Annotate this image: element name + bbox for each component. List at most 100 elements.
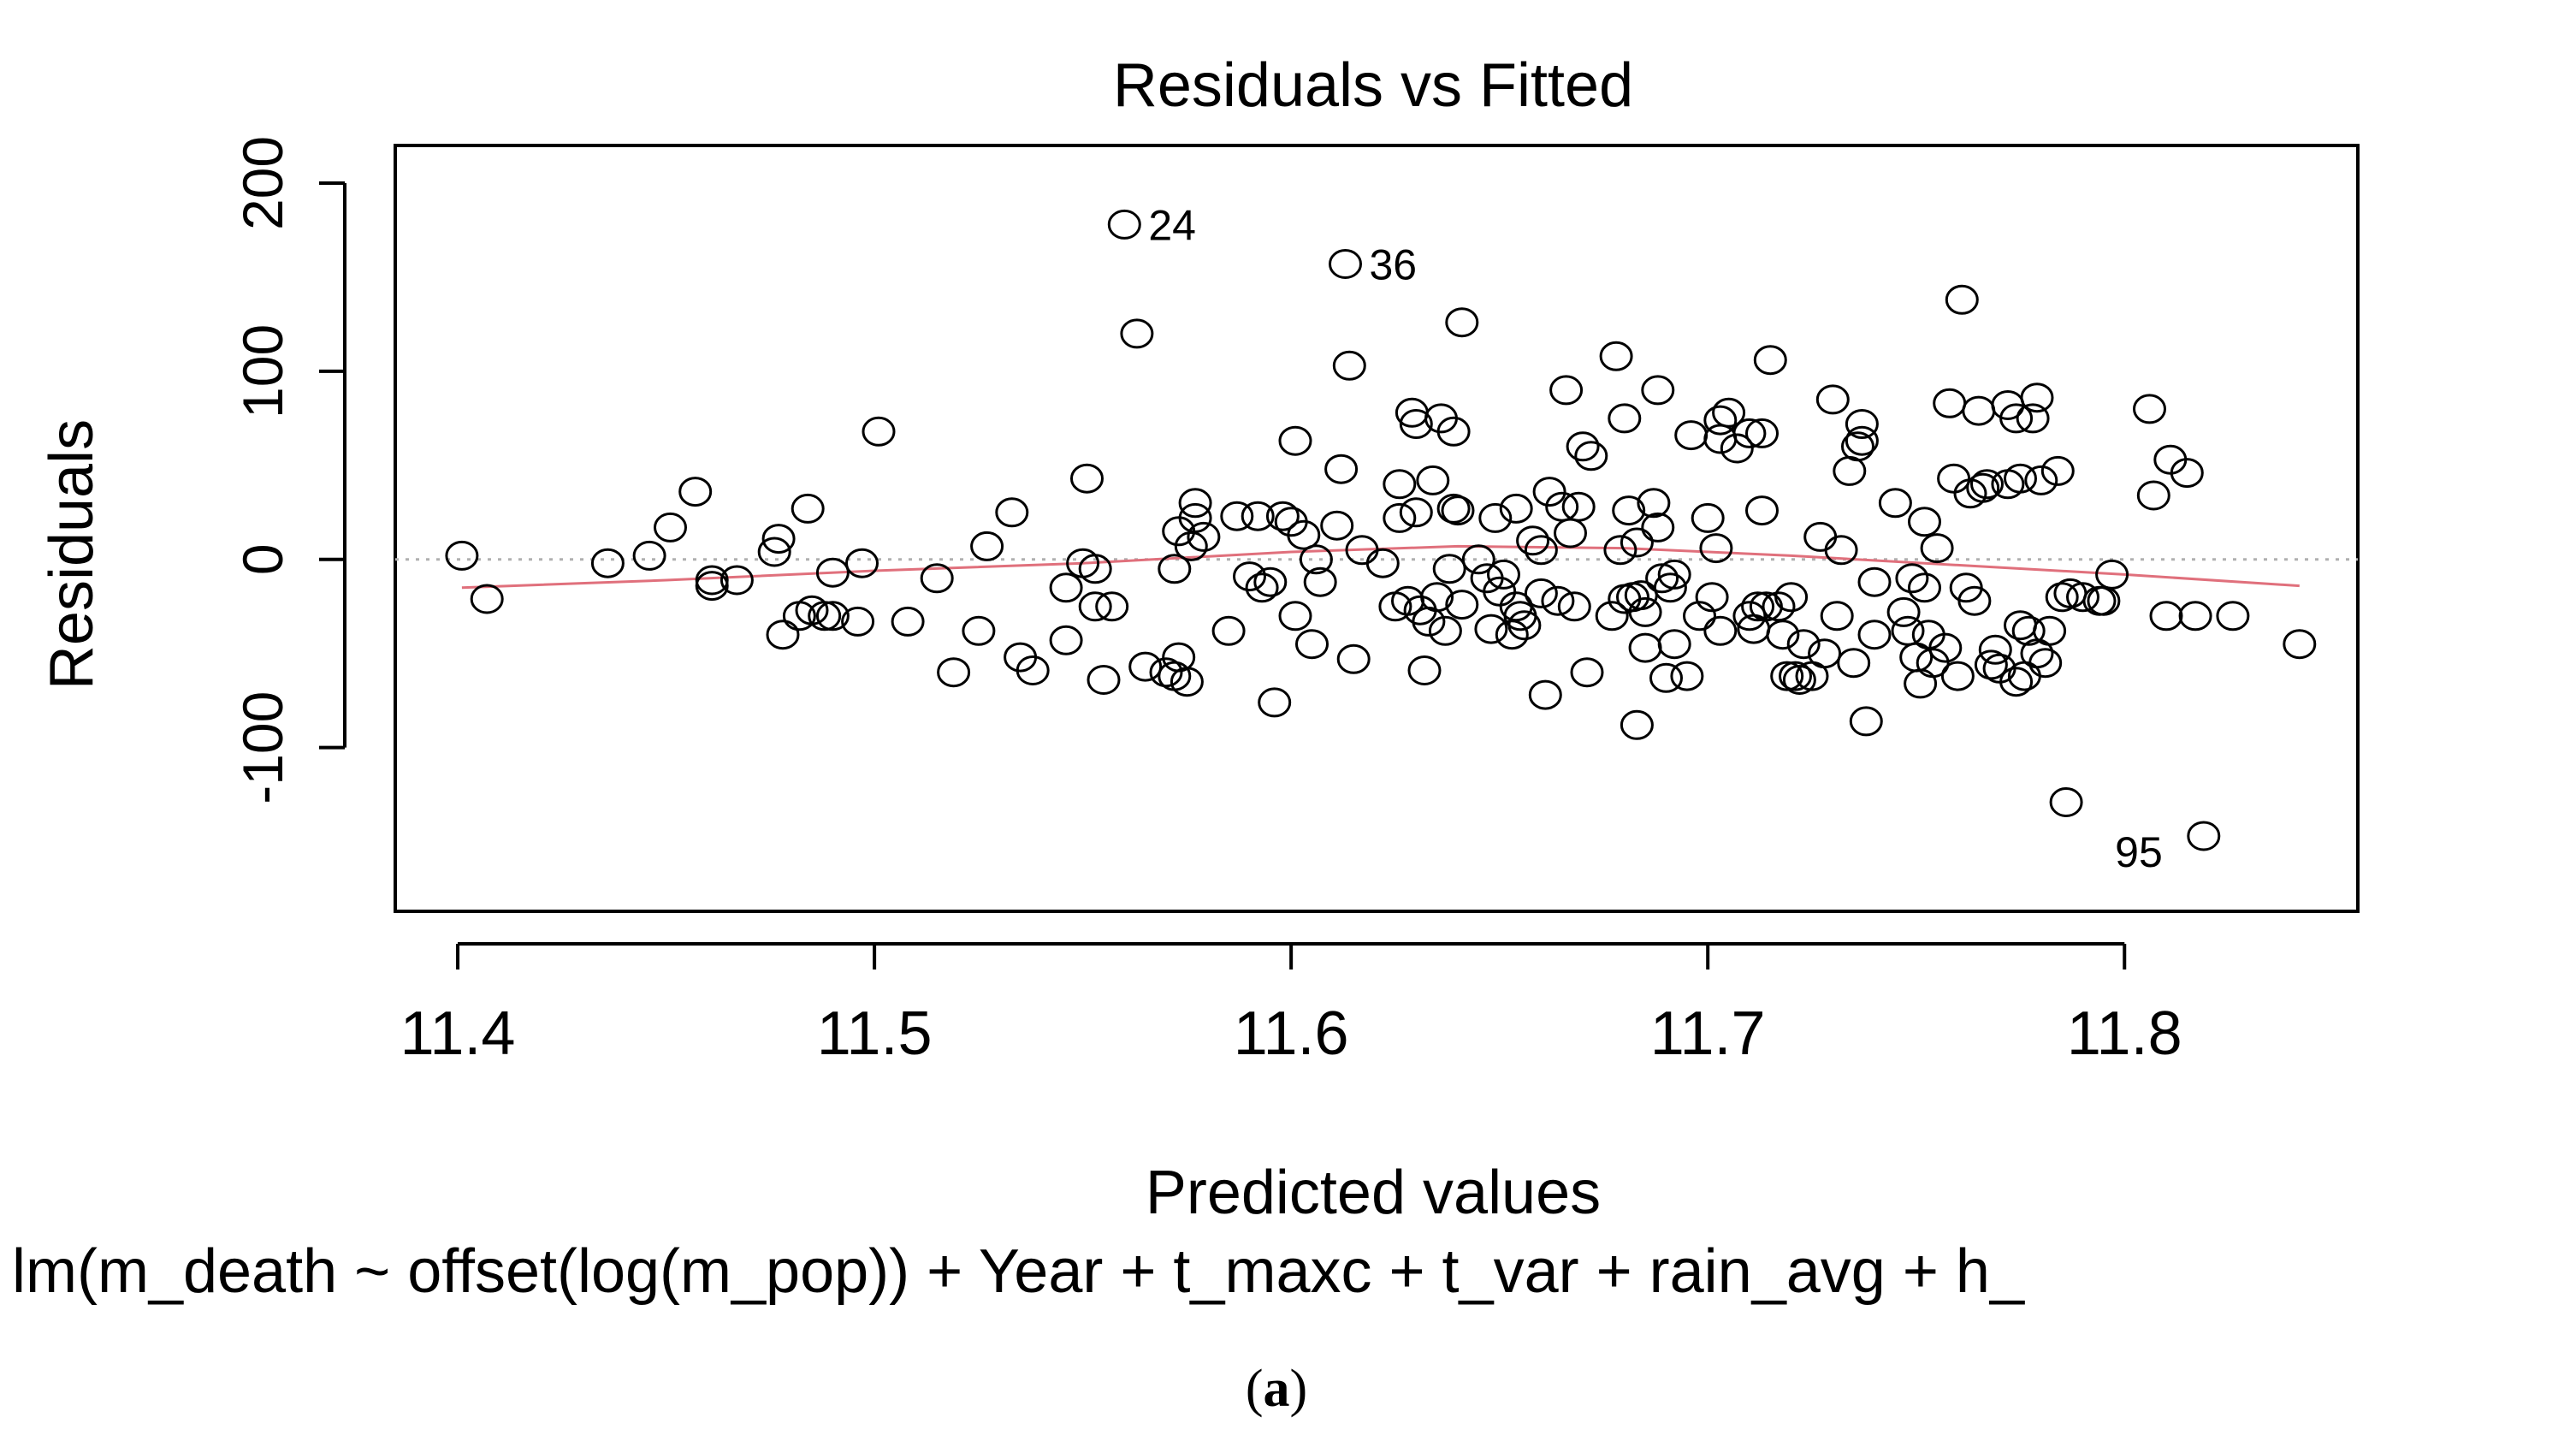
data-point (1211, 615, 1246, 646)
data-point (1608, 403, 1642, 434)
x-tick-label: 11.5 (817, 999, 933, 1068)
data-point (1703, 615, 1738, 646)
data-point (1436, 416, 1471, 447)
data-point (1149, 657, 1183, 688)
data-point (1637, 488, 1671, 519)
data-point (2045, 582, 2079, 613)
model-formula: lm(m_death ~ offset(log(m_pop)) + Year +… (12, 1237, 2025, 1306)
data-point (1815, 384, 1850, 415)
data-point (1945, 284, 1979, 315)
data-point (1766, 620, 1800, 650)
data-point (1253, 566, 1288, 597)
data-point (1336, 643, 1371, 674)
data-point (1699, 533, 1733, 564)
data-point (1974, 649, 2008, 680)
data-point (1920, 533, 1954, 564)
data-point (1070, 463, 1104, 494)
data-point (654, 512, 687, 543)
data-point (761, 524, 796, 554)
data-point (1824, 535, 1858, 566)
data-point (1445, 307, 1479, 338)
x-tick-label: 11.8 (2067, 999, 2182, 1068)
data-point (1170, 667, 1204, 697)
data-point (1265, 501, 1300, 531)
data-point (1999, 403, 2034, 434)
data-point (2216, 601, 2250, 632)
data-point (1049, 572, 1083, 603)
data-point (1516, 525, 1550, 556)
data-point (2136, 480, 2170, 511)
data-point (1895, 563, 1929, 594)
data-point (1329, 249, 1362, 279)
data-point (862, 416, 896, 447)
data-point (1178, 488, 1212, 519)
data-point (1524, 535, 1558, 566)
data-point (1420, 582, 1454, 613)
data-point (1620, 709, 1654, 740)
data-point (632, 540, 666, 571)
outlier-label: 95 (2115, 828, 2163, 876)
data-point (2033, 615, 2067, 646)
data-point (1332, 350, 1366, 381)
data-point (2066, 582, 2099, 613)
data-point (1612, 495, 1646, 526)
smooth-trend-line (461, 544, 2300, 590)
data-point (1541, 585, 1575, 616)
data-point (1999, 667, 2034, 697)
data-point (2187, 821, 2221, 851)
data-point (1365, 548, 1400, 578)
data-point (1745, 418, 1779, 448)
x-tick-label: 11.7 (1650, 999, 1766, 1068)
data-point (1837, 648, 1871, 679)
data-point (1107, 209, 1141, 240)
data-point (1507, 610, 1542, 641)
data-point (1561, 491, 1596, 522)
data-point (1557, 591, 1591, 622)
data-point (937, 657, 971, 688)
data-point (1407, 655, 1442, 685)
data-point (1528, 679, 1562, 710)
data-point (1857, 566, 1892, 597)
data-point (1957, 585, 1992, 616)
data-point (1753, 345, 1787, 376)
data-point (1320, 510, 1354, 541)
data-point (1820, 601, 1854, 632)
data-point (1474, 614, 1508, 644)
data-point (1966, 472, 2000, 503)
data-point (1599, 341, 1633, 371)
data-point (995, 497, 1029, 528)
data-point (1808, 638, 1842, 669)
data-point (1908, 572, 1941, 603)
data-point (1770, 661, 1804, 691)
data-point (1940, 661, 1975, 691)
data-point (2016, 403, 2050, 434)
data-point (1695, 582, 1729, 613)
data-point (1049, 625, 1083, 655)
data-point (815, 601, 850, 632)
y-tick-label: -100 (231, 691, 294, 804)
data-point (1245, 572, 1279, 603)
data-point (1233, 561, 1266, 592)
data-point (841, 606, 875, 637)
data-point (1628, 596, 1662, 627)
data-point (470, 584, 504, 614)
data-point (1383, 502, 1417, 533)
data-point (1916, 648, 1950, 679)
data-point (695, 571, 729, 602)
data-point (891, 606, 925, 637)
data-point (1779, 661, 1812, 691)
y-tick-label: 100 (231, 324, 294, 418)
data-point (808, 601, 842, 632)
x-tick-label: 11.4 (400, 999, 516, 1068)
data-point (1741, 591, 1775, 622)
data-point (2283, 629, 2317, 660)
data-point (1278, 425, 1312, 456)
data-point (1220, 501, 1254, 531)
data-point (1095, 591, 1129, 622)
data-point (1712, 397, 1746, 428)
data-point (1399, 409, 1433, 439)
y-tick-label: 0 (231, 543, 294, 575)
data-point (1720, 433, 1754, 464)
data-point (1399, 497, 1433, 528)
